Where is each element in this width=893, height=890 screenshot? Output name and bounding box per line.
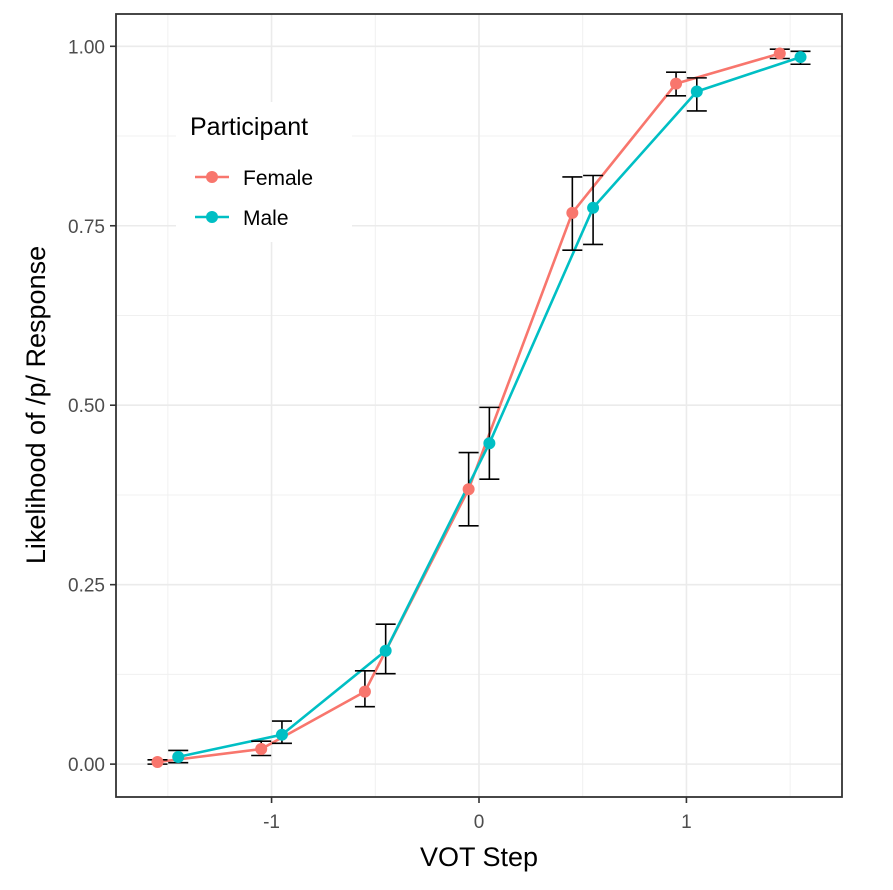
legend-background <box>176 102 352 242</box>
data-point-male <box>794 51 807 64</box>
y-tick-label: 0.50 <box>68 396 105 417</box>
y-tick-label: 1.00 <box>68 37 105 58</box>
data-point-male <box>587 201 600 214</box>
y-tick-label: 0.25 <box>68 576 105 597</box>
data-point-male <box>483 437 496 450</box>
legend: Participant Female Male <box>176 102 352 242</box>
legend-label-male: Male <box>243 207 289 230</box>
data-point-female <box>151 755 164 768</box>
legend-point-male <box>206 211 218 223</box>
data-point-female <box>255 743 268 756</box>
data-point-female <box>670 77 683 90</box>
data-point-female <box>462 483 475 496</box>
data-point-female <box>566 206 579 219</box>
y-axis-title: Likelihood of /p/ Response <box>21 246 51 564</box>
data-point-male <box>275 728 288 741</box>
data-point-male <box>690 85 703 98</box>
legend-point-female <box>206 171 218 183</box>
data-point-female <box>773 47 786 60</box>
data-point-female <box>358 685 371 698</box>
x-axis-title: VOT Step <box>420 842 538 872</box>
legend-label-female: Female <box>243 167 313 190</box>
x-tick-label: -1 <box>263 812 280 833</box>
axes: -1 0 1 0.00 0.25 0.50 0.75 1.00 <box>68 37 692 833</box>
data-point-male <box>172 750 185 763</box>
legend-title: Participant <box>190 113 308 141</box>
x-tick-label: 0 <box>474 812 485 833</box>
legend-keys: Female Male <box>195 167 313 230</box>
series-layer <box>147 47 811 768</box>
y-tick-label: 0.75 <box>68 217 105 238</box>
x-tick-label: 1 <box>681 812 692 833</box>
data-point-male <box>379 644 392 657</box>
y-tick-label: 0.00 <box>68 755 105 776</box>
